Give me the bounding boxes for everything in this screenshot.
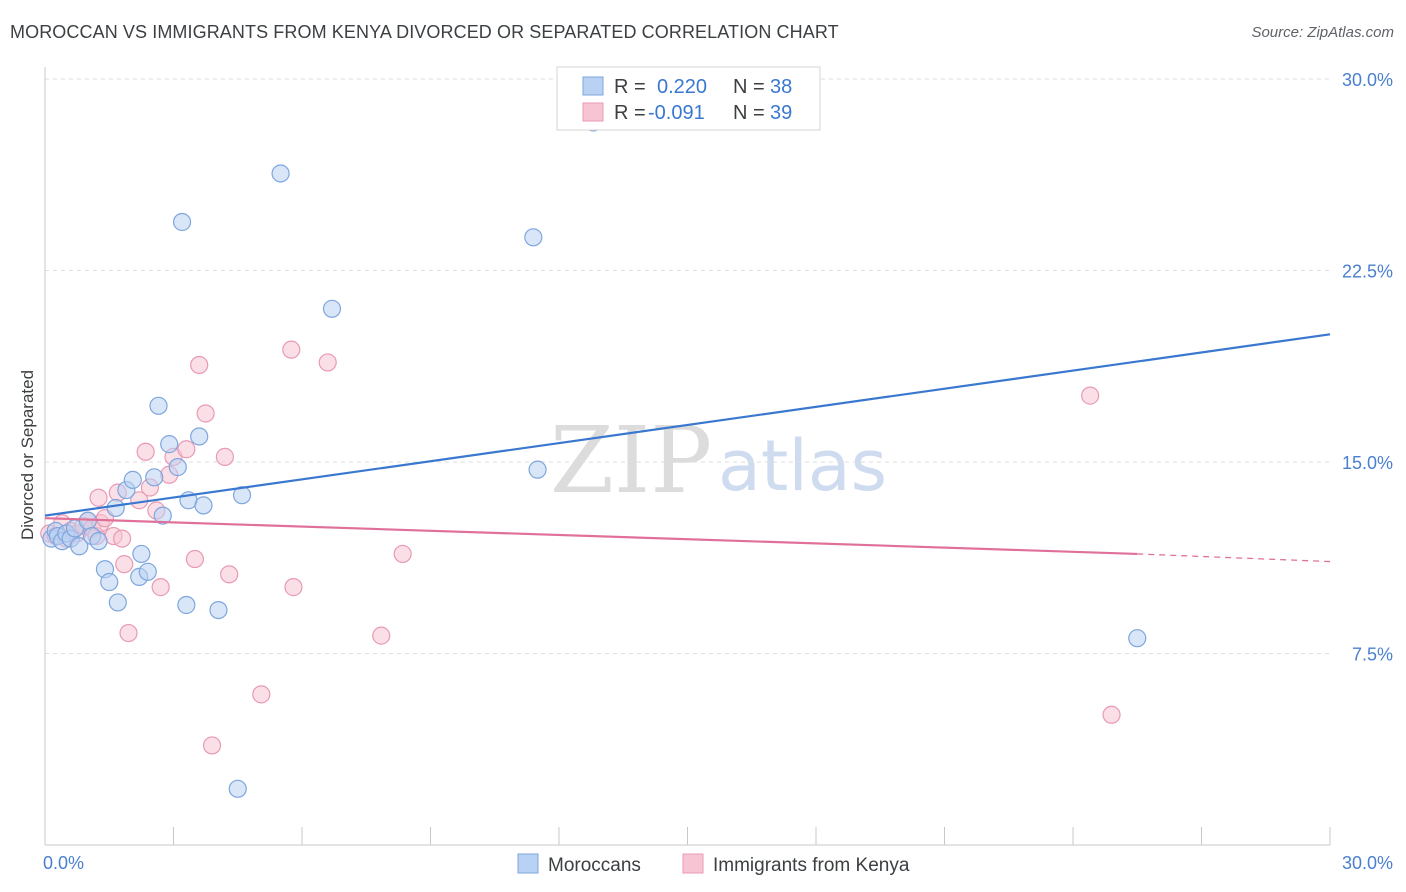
legend-swatch-blue: [582, 76, 604, 96]
moroccan-point-28: [190, 427, 209, 446]
series-legend-swatch-pink[interactable]: [682, 853, 704, 874]
moroccan-trend-line: [44, 333, 1331, 517]
legend-n-value-1: 38: [770, 76, 792, 98]
kenya-point-37: [393, 544, 412, 564]
moroccan-point-21: [149, 396, 168, 415]
kenya-point-28: [196, 404, 215, 423]
moroccan-point-24: [168, 458, 187, 477]
watermark-atlas: atlas: [718, 425, 887, 507]
moroccan-point-13: [106, 498, 125, 518]
moroccan-point-32: [232, 486, 252, 505]
kenya-trend-line: [44, 517, 1138, 556]
legend-r-value-1: 0.220: [657, 76, 707, 98]
kenya-point-27: [190, 355, 209, 375]
moroccan-point-34: [322, 299, 342, 318]
axes: [44, 67, 1331, 846]
legend-n-label-1: N =: [733, 76, 765, 98]
kenya-point-30: [215, 447, 234, 466]
source-label: Source: ZipAtlas.com: [1251, 24, 1394, 41]
moroccan-point-30: [209, 600, 228, 620]
legend-n-value-2: 39: [770, 102, 792, 124]
kenya-point-16: [115, 555, 134, 574]
legend-n-label-2: N =: [733, 102, 765, 124]
moroccan-point-19: [138, 562, 157, 581]
watermark: ZIP atlas: [550, 407, 887, 514]
kenya-point-14: [112, 529, 132, 548]
moroccan-point-23: [160, 435, 179, 454]
legend-r-value-2: -0.091: [648, 102, 705, 124]
moroccan-point-12: [100, 572, 119, 592]
kenya-point-17: [119, 623, 138, 643]
moroccan-point-26: [177, 595, 196, 615]
kenya-trend-extension: [1137, 553, 1331, 563]
moroccan-point-10: [89, 532, 108, 551]
series-legend-label-kenya[interactable]: Immigrants from Kenya: [713, 855, 910, 876]
y-tick-label-0: 7.5%: [1352, 645, 1393, 665]
moroccan-point-33: [271, 164, 290, 183]
moroccan-point-22: [153, 506, 172, 525]
moroccan-point-16: [123, 470, 142, 489]
moroccan-point-29: [194, 496, 213, 515]
x-tick-label-1: 30.0%: [1342, 853, 1393, 873]
kenya-point-19: [136, 442, 155, 461]
kenya-point-26: [185, 549, 205, 569]
moroccan-points: [42, 113, 1147, 798]
tick-labels: 7.5% 15.0% 22.5% 30.0% 0.0% 30.0%: [43, 70, 1393, 873]
y-axis-label: Divorced or Separated: [18, 370, 37, 540]
moroccan-point-18: [132, 544, 151, 564]
moroccan-point-20: [145, 468, 164, 487]
y-tick-label-3: 30.0%: [1342, 70, 1393, 90]
legend-r-label-2: R =: [614, 102, 646, 124]
legend-swatch-pink: [582, 102, 604, 122]
moroccan-point-14: [108, 593, 127, 612]
y-tick-label-2: 22.5%: [1342, 262, 1393, 282]
x-tick-label-0: 0.0%: [43, 853, 84, 873]
kenya-point-34: [284, 578, 303, 597]
kenya-point-22: [151, 578, 170, 597]
kenya-point-29: [202, 736, 222, 755]
kenya-point-35: [318, 353, 337, 372]
trend-lines: [44, 333, 1331, 563]
kenya-point-39: [1102, 705, 1121, 724]
grid: [45, 78, 1330, 654]
legend-r-label-1: R =: [614, 76, 646, 98]
kenya-point-32: [252, 685, 271, 704]
watermark-zip: ZIP: [550, 407, 712, 514]
series-legend-label-moroccans[interactable]: Moroccans: [548, 855, 641, 876]
moroccan-point-36: [528, 460, 547, 479]
moroccan-point-35: [524, 228, 543, 247]
kenya-point-31: [220, 565, 239, 584]
kenya-point-33: [282, 340, 301, 359]
kenya-point-38: [1081, 386, 1100, 405]
moroccan-point-25: [172, 212, 192, 232]
correlation-legend: R = 0.220 N = 38 R = -0.091 N = 39: [556, 66, 821, 131]
series-legend-swatch-blue[interactable]: [517, 853, 539, 874]
series-legend: Moroccans Immigrants from Kenya: [517, 853, 910, 876]
moroccan-point-7: [70, 537, 89, 556]
moroccan-point-31: [228, 779, 247, 798]
kenya-point-10: [89, 488, 108, 507]
moroccan-point-38: [1128, 629, 1147, 648]
chart-title: MOROCCAN VS IMMIGRANTS FROM KENYA DIVORC…: [10, 22, 839, 42]
y-tick-label-1: 15.0%: [1342, 453, 1393, 473]
kenya-point-36: [372, 626, 391, 645]
kenya-point-25: [177, 440, 196, 459]
